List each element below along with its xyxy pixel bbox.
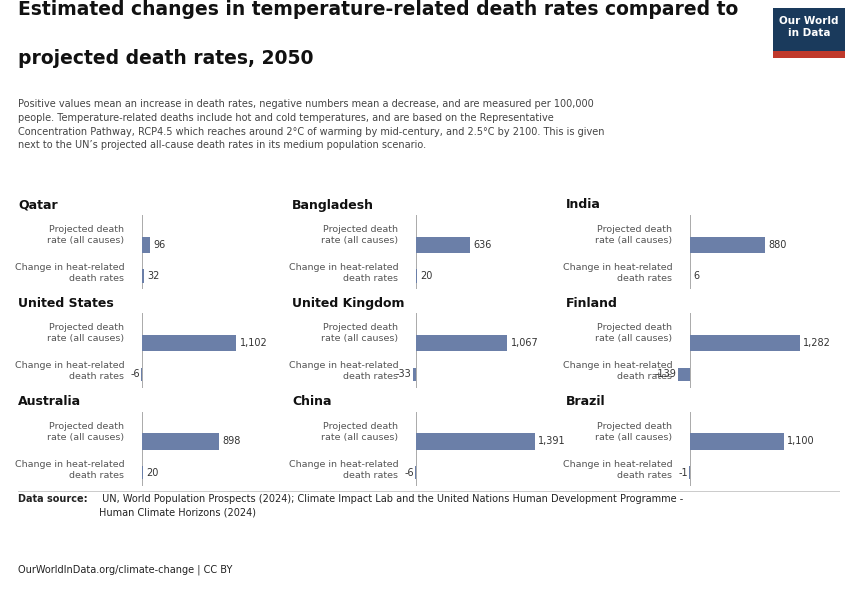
- Text: Projected death
rate (all causes): Projected death rate (all causes): [48, 422, 124, 442]
- Text: 20: 20: [421, 271, 433, 281]
- Text: India: India: [566, 199, 601, 211]
- Text: Projected death
rate (all causes): Projected death rate (all causes): [321, 323, 399, 343]
- Text: 636: 636: [473, 240, 492, 250]
- Text: Projected death
rate (all causes): Projected death rate (all causes): [48, 323, 124, 343]
- Text: Change in heat-related
death rates: Change in heat-related death rates: [289, 361, 399, 382]
- Text: -139: -139: [654, 369, 677, 379]
- Text: projected death rates, 2050: projected death rates, 2050: [18, 49, 314, 68]
- Text: Finland: Finland: [566, 297, 618, 310]
- Text: United States: United States: [18, 297, 114, 310]
- Text: Australia: Australia: [18, 395, 81, 408]
- Text: Projected death
rate (all causes): Projected death rate (all causes): [321, 225, 399, 245]
- Text: 96: 96: [153, 240, 165, 250]
- Text: -6: -6: [404, 467, 414, 478]
- Text: Change in heat-related
death rates: Change in heat-related death rates: [563, 263, 672, 283]
- Text: 1,100: 1,100: [787, 436, 815, 446]
- Text: Change in heat-related
death rates: Change in heat-related death rates: [563, 460, 672, 479]
- Bar: [141, 433, 218, 449]
- Text: 32: 32: [148, 271, 160, 281]
- Text: Positive values mean an increase in death rates, negative numbers mean a decreas: Positive values mean an increase in deat…: [18, 100, 604, 150]
- Text: Change in heat-related
death rates: Change in heat-related death rates: [289, 263, 399, 283]
- Text: 880: 880: [768, 240, 787, 250]
- Text: China: China: [292, 395, 332, 408]
- Text: Bangladesh: Bangladesh: [292, 199, 374, 211]
- Bar: [773, 51, 845, 58]
- Bar: [416, 433, 536, 449]
- Text: Projected death
rate (all causes): Projected death rate (all causes): [321, 422, 399, 442]
- Bar: [141, 466, 144, 479]
- Text: Change in heat-related
death rates: Change in heat-related death rates: [289, 460, 399, 479]
- Bar: [412, 368, 416, 381]
- Text: Estimated changes in temperature-related death rates compared to: Estimated changes in temperature-related…: [18, 0, 739, 19]
- Bar: [141, 335, 236, 351]
- Bar: [141, 269, 144, 283]
- Bar: [416, 335, 507, 351]
- Text: 1,391: 1,391: [538, 436, 566, 446]
- Text: Brazil: Brazil: [566, 395, 605, 408]
- Text: 898: 898: [222, 436, 241, 446]
- Text: 20: 20: [146, 467, 159, 478]
- Text: 1,282: 1,282: [803, 338, 830, 348]
- Text: Projected death
rate (all causes): Projected death rate (all causes): [595, 323, 672, 343]
- Text: 6: 6: [694, 271, 700, 281]
- Text: Projected death
rate (all causes): Projected death rate (all causes): [48, 225, 124, 245]
- Text: Projected death
rate (all causes): Projected death rate (all causes): [595, 225, 672, 245]
- Bar: [689, 433, 784, 449]
- Text: Change in heat-related
death rates: Change in heat-related death rates: [14, 460, 124, 479]
- Bar: [689, 236, 765, 253]
- Bar: [689, 335, 800, 351]
- Text: Our World
in Data: Our World in Data: [779, 16, 839, 38]
- Bar: [677, 368, 689, 381]
- Text: -1: -1: [678, 467, 689, 478]
- Text: 1,067: 1,067: [511, 338, 538, 348]
- Text: Change in heat-related
death rates: Change in heat-related death rates: [14, 361, 124, 382]
- Bar: [141, 236, 150, 253]
- Text: OurWorldInData.org/climate-change | CC BY: OurWorldInData.org/climate-change | CC B…: [18, 565, 232, 575]
- Bar: [416, 236, 470, 253]
- Text: Change in heat-related
death rates: Change in heat-related death rates: [14, 263, 124, 283]
- Text: 1,102: 1,102: [240, 338, 267, 348]
- Text: -33: -33: [395, 369, 411, 379]
- Bar: [416, 269, 417, 283]
- Text: Data source:: Data source:: [18, 494, 88, 504]
- Text: Qatar: Qatar: [18, 199, 58, 211]
- Text: United Kingdom: United Kingdom: [292, 297, 405, 310]
- Text: Projected death
rate (all causes): Projected death rate (all causes): [595, 422, 672, 442]
- Text: Change in heat-related
death rates: Change in heat-related death rates: [563, 361, 672, 382]
- Text: -6: -6: [130, 369, 139, 379]
- Text: UN, World Population Prospects (2024); Climate Impact Lab and the United Nations: UN, World Population Prospects (2024); C…: [99, 494, 683, 517]
